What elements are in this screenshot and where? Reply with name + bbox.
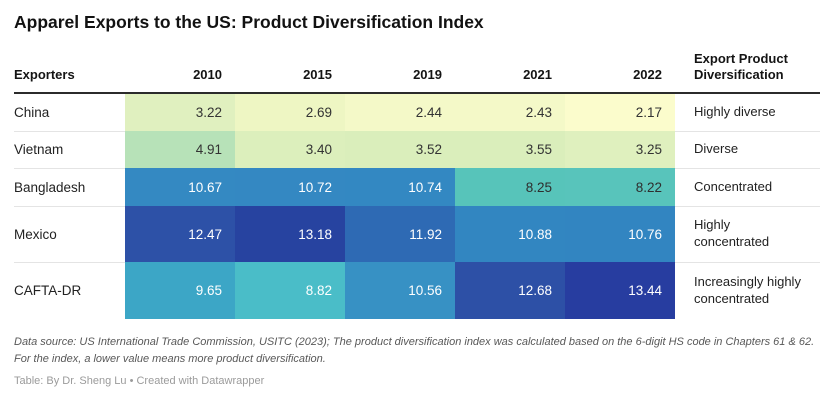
diversification-table: Exporters 2010 2015 2019 2021 2022 Expor…	[14, 35, 820, 319]
table-footer: Data source: US International Trade Comm…	[14, 334, 820, 387]
table-header: Exporters 2010 2015 2019 2021 2022 Expor…	[14, 35, 820, 94]
credit-line: Table: By Dr. Sheng Lu • Created with Da…	[14, 375, 265, 387]
column-header-2010: 2010	[125, 35, 235, 94]
value-cell: 3.52	[345, 131, 455, 168]
value-cell: 3.55	[455, 131, 565, 168]
value-cell: 2.69	[235, 93, 345, 131]
value-cell: 3.25	[565, 131, 675, 168]
value-cell: 12.68	[455, 262, 565, 319]
header-row: Exporters 2010 2015 2019 2021 2022 Expor…	[14, 35, 820, 94]
classification-cell: Highly concentrated	[675, 206, 820, 263]
value-cell: 2.43	[455, 93, 565, 131]
value-cell: 10.74	[345, 168, 455, 206]
value-cell: 10.76	[565, 206, 675, 262]
value-cell: 10.67	[125, 168, 235, 206]
value-cell: 8.22	[565, 168, 675, 206]
page-title: Apparel Exports to the US: Product Diver…	[14, 12, 484, 32]
column-header-2021: 2021	[455, 35, 565, 94]
value-cell: 3.40	[235, 131, 345, 168]
table-row: China 3.22 2.69 2.44 2.43 2.17 Highly diverse	[14, 93, 820, 132]
value-cell: 12.47	[125, 206, 235, 262]
exporter-cell: Vietnam	[14, 131, 125, 169]
data-source-note: Data source: US International Trade Comm…	[14, 336, 815, 365]
value-cell: 4.91	[125, 131, 235, 168]
value-cell: 9.65	[125, 262, 235, 319]
column-header-diversification: Export Product Diversification	[675, 35, 820, 94]
column-header-2022: 2022	[565, 35, 675, 94]
column-header-2015: 2015	[235, 35, 345, 94]
classification-cell: Concentrated	[675, 168, 820, 207]
classification-cell: Diverse	[675, 131, 820, 169]
column-header-exporters: Exporters	[14, 35, 125, 94]
value-cell: 10.56	[345, 262, 455, 319]
table-body: China 3.22 2.69 2.44 2.43 2.17 Highly diverse V…	[14, 93, 820, 319]
classification-cell: Highly diverse	[675, 93, 820, 132]
value-cell: 13.18	[235, 206, 345, 262]
exporter-cell: Mexico	[14, 206, 125, 263]
column-header-2019: 2019	[345, 35, 455, 94]
exporter-cell: China	[14, 93, 125, 132]
exporter-cell: CAFTA-DR	[14, 262, 125, 319]
value-cell: 8.25	[455, 168, 565, 206]
table-row: Vietnam 4.91 3.40 3.52 3.55 3.25 Diverse	[14, 131, 820, 169]
value-cell: 3.22	[125, 93, 235, 131]
value-cell: 10.72	[235, 168, 345, 206]
exporter-cell: Bangladesh	[14, 168, 125, 207]
classification-cell: Increasingly highly concentrated	[675, 262, 820, 319]
value-cell: 8.82	[235, 262, 345, 319]
value-cell: 2.44	[345, 93, 455, 131]
value-cell: 13.44	[565, 262, 675, 319]
value-cell: 11.92	[345, 206, 455, 262]
table-row: Mexico 12.47 13.18 11.92 10.88 10.76 Highly co…	[14, 206, 820, 263]
table-row: Bangladesh 10.67 10.72 10.74 8.25 8.22 Concent…	[14, 168, 820, 207]
datawrapper-table-widget: Apparel Exports to the US: Product Diver…	[14, 12, 820, 387]
table-row: CAFTA-DR 9.65 8.82 10.56 12.68 13.44 Increasin…	[14, 262, 820, 319]
value-cell: 10.88	[455, 206, 565, 262]
value-cell: 2.17	[565, 93, 675, 131]
